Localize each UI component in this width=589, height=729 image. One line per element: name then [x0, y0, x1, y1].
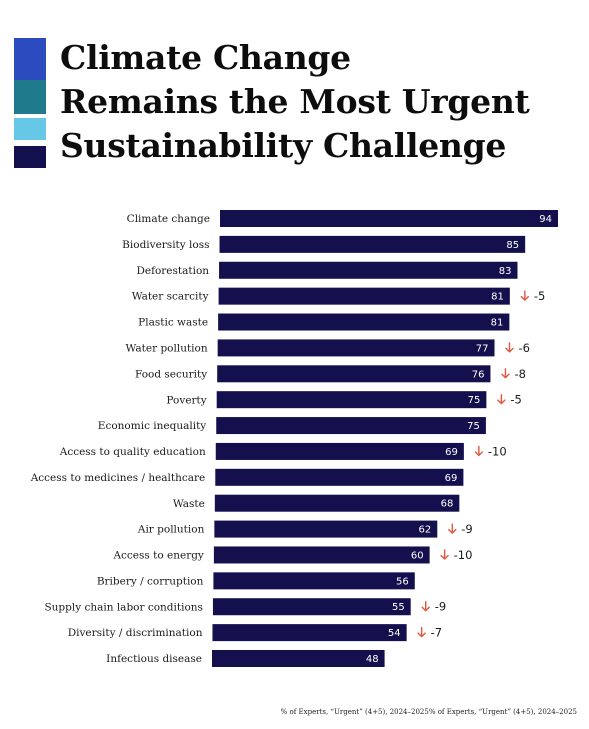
legend-swatch-teal: [14, 80, 46, 114]
category-label: Poverty: [166, 394, 206, 406]
legend-swatch-light-blue: [14, 118, 46, 140]
bar: [215, 468, 464, 486]
bar-value-label: 62: [419, 525, 432, 536]
down-arrow-icon: [497, 393, 506, 405]
down-arrow-icon: [421, 601, 430, 612]
bar-value-label: 56: [396, 576, 409, 587]
change-label: -10: [454, 548, 473, 562]
category-label: Diversity / discrimination: [68, 627, 203, 639]
category-label: Economic inequality: [98, 420, 206, 432]
category-label: Water pollution: [126, 343, 208, 355]
bar: [213, 572, 415, 590]
bar: [218, 287, 510, 305]
bar-value-label: 77: [476, 343, 489, 354]
category-label: Supply chain labor conditions: [44, 601, 203, 613]
bar-value-label: 81: [491, 318, 504, 329]
category-label: Air pollution: [137, 524, 205, 536]
category-label: Food security: [135, 368, 207, 380]
change-label: -9: [461, 522, 472, 536]
down-arrow-icon: [520, 290, 530, 301]
title-line-1: Climate Change: [60, 38, 351, 77]
category-label: Bribery / corruption: [97, 575, 204, 587]
bar: [212, 598, 411, 616]
category-label: Access to energy: [112, 550, 203, 562]
category-label: Climate change: [127, 213, 210, 225]
bar: [212, 624, 407, 642]
bar: [217, 365, 491, 383]
bar-value-label: 69: [445, 447, 458, 458]
bar-value-label: 75: [467, 421, 480, 432]
bar-value-label: 69: [445, 473, 458, 484]
down-arrow-icon: [501, 368, 510, 379]
bar: [214, 494, 460, 512]
bar-value-label: 85: [506, 240, 519, 251]
bar-value-label: 94: [539, 214, 552, 225]
bar: [214, 520, 438, 538]
change-label: -6: [519, 341, 530, 355]
bar-value-label: 54: [388, 628, 401, 639]
change-label: -9: [435, 600, 446, 614]
change-label: -5: [510, 393, 521, 407]
bar: [216, 391, 487, 409]
bar-value-label: 75: [468, 395, 481, 406]
down-arrow-icon: [448, 523, 457, 534]
category-label: Biodiversity loss: [122, 239, 209, 251]
change-label: -10: [488, 444, 507, 458]
bar: [220, 210, 558, 227]
title-line-3: Sustainability Challenge: [60, 126, 507, 165]
bar: [215, 442, 464, 460]
bar: [217, 339, 495, 357]
footnote: % of Experts, “Urgent” (4+5), 2024–2025%…: [280, 708, 577, 716]
category-label: Deforestation: [136, 265, 209, 277]
change-label: -7: [431, 626, 442, 640]
bar-value-label: 48: [366, 654, 379, 665]
category-label: Access to medicines / healthcare: [30, 472, 206, 484]
down-arrow-icon: [474, 445, 484, 457]
change-label: -5: [534, 289, 545, 303]
category-label: Waste: [173, 498, 205, 510]
bar-value-label: 60: [411, 550, 424, 561]
bar-value-label: 55: [392, 602, 405, 613]
bar-value-label: 81: [491, 292, 504, 303]
bar: [213, 546, 430, 564]
bar-value-label: 76: [472, 369, 485, 380]
change-label: -8: [514, 367, 525, 381]
legend-swatch-navy: [14, 146, 46, 168]
bar: [218, 313, 510, 331]
bar: [216, 417, 486, 435]
bar-value-label: 83: [499, 266, 512, 277]
bar: [212, 650, 385, 667]
legend-swatch-blue: [14, 38, 46, 80]
title-line-2: Remains the Most Urgent: [60, 82, 530, 121]
down-arrow-icon: [440, 549, 449, 560]
category-label: Water scarcity: [132, 291, 209, 303]
bar-value-label: 68: [441, 499, 454, 510]
category-label: Infectious disease: [106, 653, 202, 665]
category-label: Access to quality education: [59, 446, 206, 458]
bar: [219, 235, 526, 253]
bar: [219, 261, 518, 279]
category-label: Plastic waste: [138, 317, 208, 329]
down-arrow-icon: [505, 342, 514, 353]
bar-chart: Climate change 94 Biodiversity loss 85 Defor…: [30, 210, 558, 667]
down-arrow-icon: [417, 626, 426, 638]
